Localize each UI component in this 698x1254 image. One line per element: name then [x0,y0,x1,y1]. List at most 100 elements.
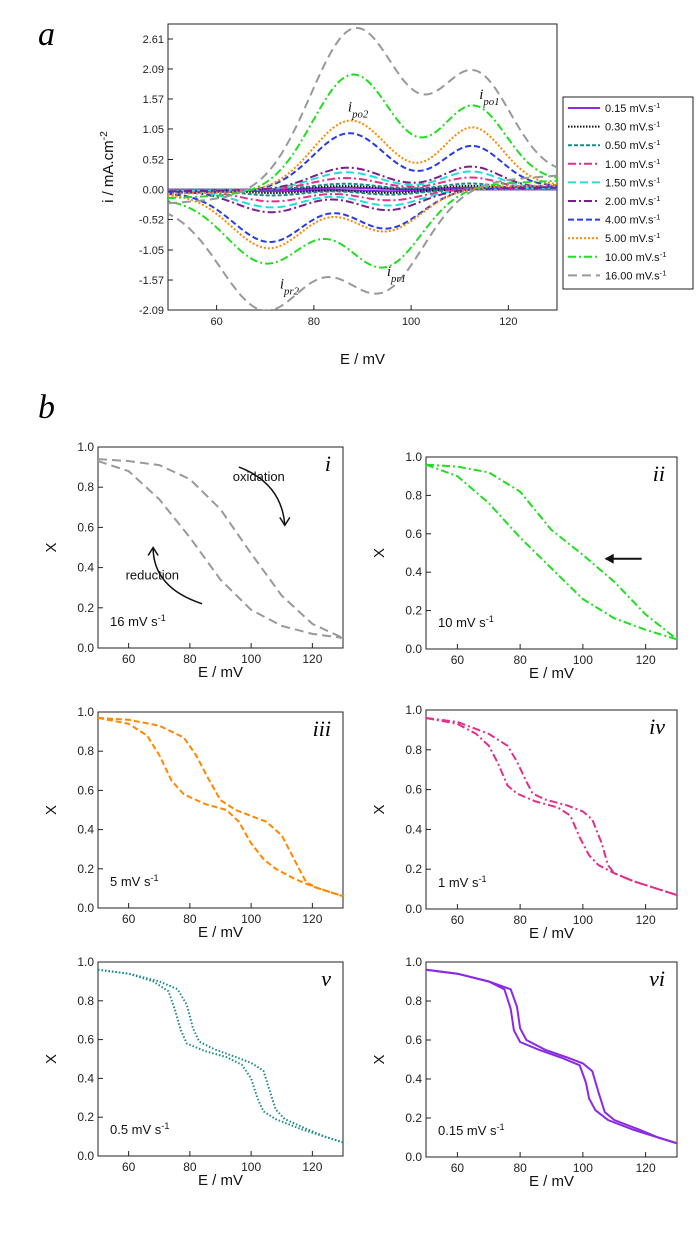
peak-label-sub: pr1 [390,273,406,285]
legend-entry: 0.30 mV.s-1 [605,119,660,134]
x-axis-label: E / mV [529,925,574,942]
y-axis-label: X [371,1054,388,1064]
panel-roman-label: v [321,966,331,991]
y-tick-label: 0.6 [77,1033,94,1047]
x-tick-label: 80 [513,1161,527,1175]
x-tick-label: 100 [402,316,420,328]
superscript: -1 [161,1121,169,1131]
conversion-line-reduction [425,717,678,897]
superscript: -2 [98,131,110,140]
x-axis-label: E / mV [340,351,385,368]
x-axis-label: E / mV [529,1173,574,1190]
y-tick-label: 0.4 [77,1071,94,1085]
y-tick-label: 1.05 [143,124,164,136]
x-tick-label: 80 [183,912,197,926]
x-tick-label: 100 [241,912,261,926]
y-axis-label: X [43,1054,60,1064]
superscript: -1 [654,101,661,110]
x-axis-label: E / mV [529,665,574,682]
y-tick-label: 0.2 [77,601,94,615]
y-tick-label: 1.0 [405,955,422,969]
legend-entry: 5.00 mV.s-1 [605,231,660,246]
y-tick-label: 0.4 [77,823,94,837]
y-tick-label: 0.4 [405,822,422,836]
y-axis-label: X [43,805,60,815]
peak-label: ipr2 [280,277,300,298]
y-tick-label: 0.4 [77,561,94,575]
y-tick-label: 0.2 [405,862,422,876]
x-tick-label: 80 [513,653,527,667]
panel-roman-label: ii [653,461,665,486]
scan-rate-label: 1 mV s-1 [438,874,487,890]
x-tick-label: 80 [183,1160,197,1174]
plot-frame [167,23,558,311]
panel-roman-label: iv [649,714,665,739]
panel-label-b: b [38,389,55,426]
plot-frame [425,456,678,650]
superscript: -1 [654,212,661,221]
conversion-line-reduction [97,968,344,1144]
y-tick-label: 0.2 [405,1111,422,1125]
feature-arrowhead [604,553,614,564]
y-tick-label: 0.4 [405,565,422,579]
x-tick-label: 120 [636,913,656,927]
y-tick-label: 0.0 [405,902,422,916]
plot-frame [425,709,678,910]
scan-rate-label: 5 mV s-1 [110,873,159,889]
superscript: -1 [654,119,661,128]
x-tick-label: 80 [308,316,320,328]
conversion-line-reduction [425,968,678,1145]
conversion-line-reduction [97,716,344,898]
panel-roman-label: vi [649,966,665,991]
peak-label-sub: po2 [351,109,369,121]
conversion-line-reduction [425,463,678,641]
panel-roman-label: i [325,451,331,476]
x-tick-label: 60 [211,316,223,328]
y-tick-label: 1.0 [77,440,94,454]
x-axis-label: E / mV [198,924,243,941]
panel-b-v-axes: 60 80 100 120 0.0 0.2 0.4 0.6 0.8 1.0 E / mV Xv 0.5 … [43,955,344,1189]
y-axis-label: X [371,548,388,558]
x-tick-label: 100 [573,913,593,927]
panel-roman-label: iii [313,716,331,741]
superscript: -1 [158,613,166,623]
superscript: -1 [478,874,486,884]
x-tick-label: 120 [636,1161,656,1175]
oxidation-arrow [238,466,286,526]
y-tick-label: 0.6 [405,783,422,797]
y-tick-label: 1.0 [77,705,94,719]
x-tick-label: 100 [573,1161,593,1175]
plot-frame [97,711,344,909]
superscript: -1 [660,249,667,258]
cv-axes: 60 80 100 120 -2.09 -1.57 -1.05 -0.52 0.00 0.52 1.… [98,23,694,368]
x-tick-label: 120 [636,653,656,667]
scan-rate-label: 10 mV s-1 [438,614,494,630]
plot-frame [97,961,344,1157]
superscript: -1 [150,873,158,883]
y-tick-label: 0.0 [405,1150,422,1164]
x-tick-label: 60 [122,652,136,666]
panel-b-iv-axes: 60 80 100 120 0.0 0.2 0.4 0.6 0.8 1.0 E / mV Xiv 1 m… [371,703,678,942]
cv-series-line [168,132,557,244]
panel-label-a: a [38,16,55,53]
y-tick-label: 1.57 [143,94,164,106]
x-axis-label: E / mV [198,1172,243,1189]
y-tick-label: 0.2 [405,604,422,618]
plot-frame [425,961,678,1158]
y-tick-label: 0.0 [405,642,422,656]
y-tick-label: 2.09 [143,64,164,76]
x-tick-label: 60 [122,1160,136,1174]
peak-label: ipr1 [387,264,406,285]
x-tick-label: 80 [183,652,197,666]
legend-entry: 1.50 mV.s-1 [605,175,660,190]
superscript: -1 [660,268,667,277]
legend-entry: 1.00 mV.s-1 [605,156,660,171]
legend-entry: 0.50 mV.s-1 [605,138,660,153]
y-tick-label: 0.0 [77,641,94,655]
superscript: -1 [654,138,661,147]
conversion-line-oxidation [425,463,678,641]
x-tick-label: 100 [573,653,593,667]
y-tick-label: 0.8 [405,488,422,502]
conversion-line-oxidation [97,716,344,898]
